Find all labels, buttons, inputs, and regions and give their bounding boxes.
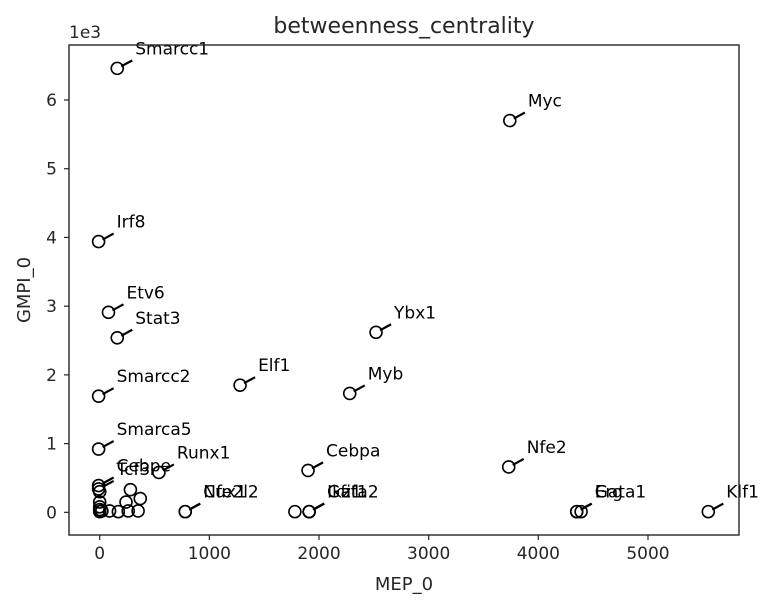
y-tick-label: 0	[46, 503, 57, 523]
label-leader	[162, 463, 175, 472]
data-point	[123, 482, 138, 497]
y-axis-label: GMPI_0	[14, 257, 35, 323]
label-leader	[120, 59, 133, 68]
label-leader	[513, 111, 526, 120]
data-point	[178, 504, 193, 519]
data-point	[701, 504, 716, 519]
data-point	[92, 495, 107, 509]
x-tick-label: 5000	[626, 544, 669, 564]
point-label: Erg	[595, 483, 623, 503]
data-point	[569, 504, 584, 519]
y-tick-label: 4	[46, 228, 57, 248]
label-leader	[102, 387, 115, 396]
point-label: Myb	[368, 364, 404, 384]
label-leader	[379, 323, 392, 332]
data-point	[342, 386, 357, 401]
label-leader	[311, 461, 324, 470]
point-label: Elf1	[258, 356, 290, 376]
data-point	[91, 389, 106, 403]
data-point	[95, 504, 109, 518]
label-leader	[120, 328, 133, 337]
label-leader	[312, 502, 325, 511]
data-point	[101, 305, 116, 320]
x-tick-label: 0	[94, 544, 105, 564]
point-label: Cebpe	[117, 457, 171, 477]
x-tick-label: 3000	[407, 544, 450, 564]
data-point	[288, 504, 302, 519]
point-label: Ybx1	[393, 303, 436, 323]
data-point	[91, 234, 106, 249]
label-leader	[102, 479, 115, 488]
point-label: Klf1	[726, 483, 759, 503]
data-point	[369, 325, 383, 340]
data-point	[233, 378, 247, 392]
point-label: Myc	[528, 92, 562, 112]
data-point	[503, 113, 517, 128]
data-point	[301, 463, 315, 478]
label-leader	[580, 502, 593, 511]
y-tick-label: 3	[46, 297, 57, 317]
data-point	[302, 504, 316, 519]
axis-ticks: 0 1000 2000 3000 4000 5000 0 1 2 3 4 5 6	[46, 91, 669, 564]
point-label: Irf8	[117, 213, 146, 233]
point-label: Ikzf1	[327, 483, 368, 503]
point-labels: Smarcc1 Myc Irf8 Etv6 Stat3 Ybx1 Elf1 Myb Smarcc…	[102, 39, 759, 511]
label-leader	[353, 384, 366, 393]
point-label: Runx1	[177, 443, 230, 463]
y-offset-text: 1e3	[69, 23, 101, 43]
y-tick-label: 5	[46, 160, 57, 180]
point-label: Tcf3	[116, 460, 151, 480]
label-leader	[512, 457, 525, 466]
x-axis-label: MEP_0	[375, 574, 433, 595]
point-label: Gata2	[327, 483, 379, 503]
x-tick-label: 4000	[517, 544, 560, 564]
y-tick-label: 1	[46, 435, 57, 455]
x-tick-label: 1000	[188, 544, 231, 564]
data-point	[133, 491, 148, 506]
data-point	[111, 504, 126, 519]
point-label: Gfi1	[327, 483, 362, 503]
point-label: Cux1	[203, 483, 247, 503]
data-point	[574, 504, 588, 519]
point-label: Nfe2l2	[203, 483, 259, 503]
point-label: Smarca5	[117, 420, 192, 440]
data-point	[102, 504, 117, 518]
data-points	[91, 61, 716, 519]
label-leader	[243, 376, 256, 385]
y-tick-label: 2	[46, 366, 57, 386]
plot-frame	[68, 44, 740, 536]
label-leader	[102, 476, 115, 485]
point-label: Nfe2	[527, 438, 567, 458]
label-leader	[111, 303, 125, 312]
data-point	[110, 61, 125, 76]
point-label: Smarcc1	[135, 39, 209, 59]
label-leader	[711, 502, 724, 511]
chart-title: betweenness_centrality	[273, 14, 534, 39]
point-label: Smarcc2	[117, 367, 191, 387]
data-point	[501, 460, 516, 474]
label-leader	[188, 502, 201, 511]
label-leader	[102, 232, 115, 241]
data-point	[91, 482, 106, 496]
point-label: Gata1	[595, 483, 647, 503]
point-label: Cebpa	[326, 441, 380, 461]
data-point	[110, 330, 125, 345]
data-point	[91, 442, 106, 456]
label-leader	[102, 440, 115, 449]
point-label: Etv6	[126, 283, 164, 303]
data-point	[121, 504, 136, 518]
y-tick-label: 6	[46, 91, 57, 111]
data-point	[152, 465, 166, 480]
data-point	[119, 495, 133, 509]
x-tick-label: 2000	[297, 544, 340, 564]
point-label: Stat3	[135, 309, 180, 329]
